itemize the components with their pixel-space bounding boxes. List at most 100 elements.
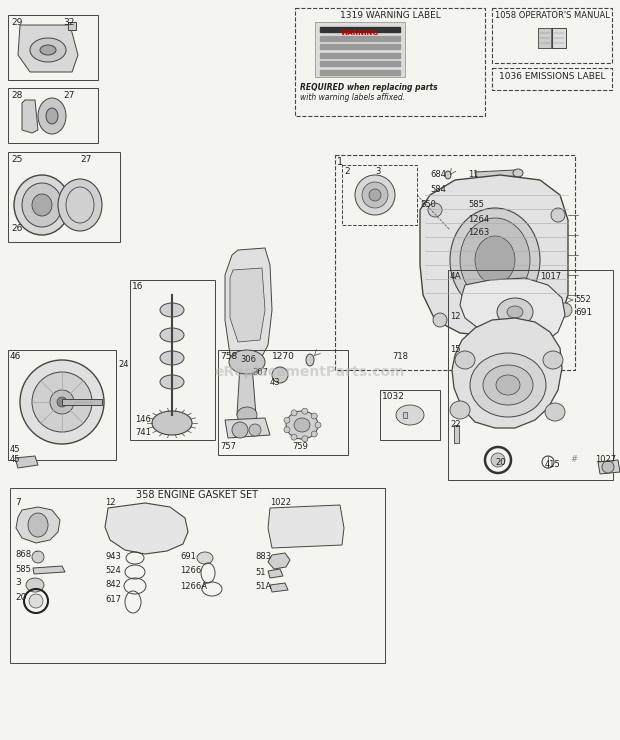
Text: 27: 27 [63, 91, 74, 100]
Text: 1: 1 [337, 157, 343, 167]
Text: 12: 12 [450, 312, 461, 321]
Text: 12: 12 [105, 498, 115, 507]
Text: 585: 585 [468, 200, 484, 209]
Text: 24: 24 [118, 360, 128, 369]
Ellipse shape [483, 365, 533, 405]
Bar [380, 390, 440, 440]
Ellipse shape [551, 208, 565, 222]
Text: 691: 691 [575, 308, 592, 317]
Bar [492, 68, 612, 90]
Ellipse shape [286, 411, 318, 439]
Bar [10, 488, 385, 663]
Ellipse shape [160, 303, 184, 317]
Text: 1263: 1263 [468, 228, 489, 237]
Text: #: # [570, 455, 577, 464]
Text: eReplacementParts.com: eReplacementParts.com [215, 365, 405, 379]
Ellipse shape [22, 183, 62, 227]
Polygon shape [268, 569, 283, 578]
Ellipse shape [249, 424, 261, 436]
Polygon shape [268, 553, 290, 569]
Bar [8, 15, 98, 80]
Text: 691: 691 [180, 552, 196, 561]
Text: 1058 OPERATOR'S MANUAL: 1058 OPERATOR'S MANUAL [495, 11, 609, 20]
Text: WARNING: WARNING [341, 30, 379, 36]
Ellipse shape [160, 375, 184, 389]
Text: 1266: 1266 [180, 566, 202, 575]
Polygon shape [16, 507, 60, 543]
Text: 1022: 1022 [270, 498, 291, 507]
Text: 25: 25 [11, 155, 22, 164]
Polygon shape [268, 505, 344, 548]
Polygon shape [15, 456, 38, 468]
Text: 1266A: 1266A [180, 582, 207, 591]
Ellipse shape [58, 179, 102, 231]
Text: 26: 26 [11, 224, 22, 233]
Bar [218, 350, 348, 455]
Bar [439, 193, 442, 198]
Ellipse shape [311, 413, 317, 419]
Text: 3: 3 [375, 167, 381, 176]
Text: 758: 758 [220, 352, 237, 361]
Text: 868: 868 [15, 550, 31, 559]
Text: 757: 757 [220, 442, 236, 451]
Text: 22: 22 [450, 420, 461, 429]
Polygon shape [270, 583, 288, 592]
Ellipse shape [311, 431, 317, 437]
Text: 584: 584 [430, 185, 446, 194]
Text: 1017: 1017 [540, 272, 561, 281]
Text: 307: 307 [252, 368, 268, 377]
Text: 1319 WARNING LABEL: 1319 WARNING LABEL [340, 11, 440, 20]
Ellipse shape [302, 408, 308, 414]
Polygon shape [448, 185, 495, 193]
Text: 27: 27 [80, 155, 91, 164]
Polygon shape [62, 399, 102, 405]
Bar [403, 412, 407, 418]
Ellipse shape [513, 169, 523, 177]
Ellipse shape [294, 418, 310, 432]
Text: 850: 850 [420, 200, 436, 209]
Text: 759: 759 [292, 442, 308, 451]
Ellipse shape [284, 427, 290, 433]
Polygon shape [33, 566, 65, 574]
Ellipse shape [272, 367, 288, 383]
Text: 1032: 1032 [382, 392, 405, 401]
Ellipse shape [545, 403, 565, 421]
Ellipse shape [32, 551, 44, 563]
Bar [454, 425, 459, 443]
Text: 1036 EMISSIONS LABEL: 1036 EMISSIONS LABEL [498, 72, 605, 81]
Text: 524: 524 [105, 566, 121, 575]
Ellipse shape [496, 375, 520, 395]
Text: 7: 7 [15, 498, 20, 507]
Bar [8, 350, 116, 460]
Text: 45: 45 [10, 455, 20, 464]
Ellipse shape [232, 422, 248, 438]
Bar [8, 152, 120, 242]
Text: 585: 585 [15, 565, 31, 574]
Text: 617: 617 [105, 595, 121, 604]
Text: 20: 20 [15, 593, 27, 602]
Ellipse shape [543, 351, 563, 369]
Text: 3: 3 [15, 578, 20, 587]
Ellipse shape [20, 360, 104, 444]
Ellipse shape [558, 303, 572, 317]
Text: 1270: 1270 [272, 352, 295, 361]
Text: 28: 28 [11, 91, 22, 100]
Polygon shape [225, 418, 270, 438]
Text: 718: 718 [392, 352, 408, 361]
Text: 4A: 4A [450, 272, 462, 281]
Ellipse shape [602, 461, 614, 473]
Polygon shape [598, 460, 620, 474]
Bar [342, 165, 417, 225]
Ellipse shape [28, 513, 48, 537]
Bar [320, 53, 400, 58]
Polygon shape [225, 248, 272, 362]
Bar [538, 28, 551, 48]
Bar [8, 88, 98, 143]
Ellipse shape [302, 436, 308, 442]
Ellipse shape [46, 108, 58, 124]
Polygon shape [237, 365, 256, 418]
Polygon shape [460, 278, 565, 347]
Bar [448, 270, 613, 480]
Bar [320, 61, 400, 67]
Text: 306: 306 [240, 355, 256, 364]
